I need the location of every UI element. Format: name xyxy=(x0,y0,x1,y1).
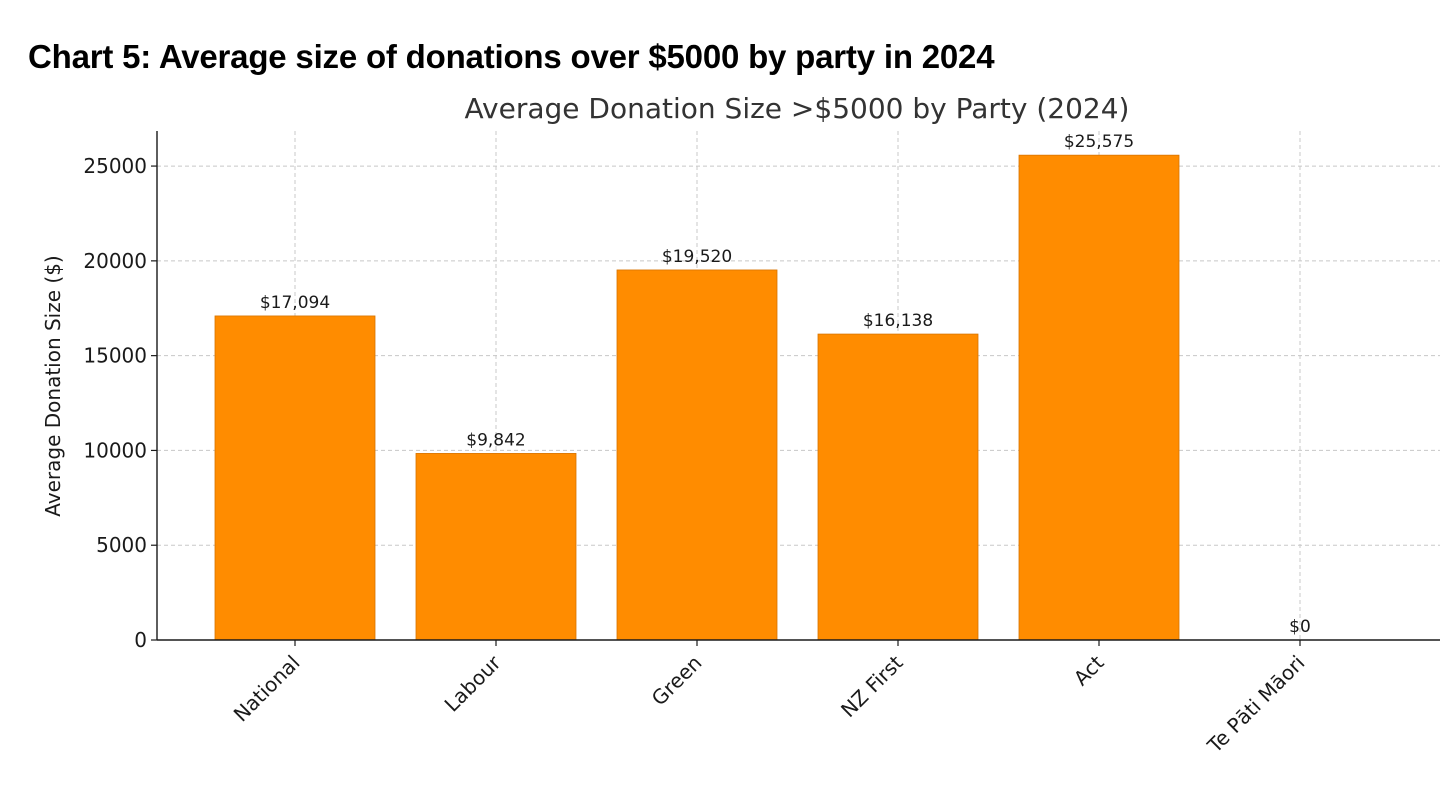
page-heading: Chart 5: Average size of donations over … xyxy=(28,38,995,75)
data-label: $16,138 xyxy=(863,311,933,331)
bar xyxy=(415,453,577,641)
y-tick-label: 10000 xyxy=(83,438,147,462)
x-tick-label: NZ First xyxy=(836,650,908,722)
y-tick-labels: 0 5000 10000 15000 20000 25000 xyxy=(83,154,147,652)
bar xyxy=(214,315,376,641)
y-tick-label: 5000 xyxy=(96,533,147,557)
y-tick-label: 15000 xyxy=(83,344,147,368)
chart-title: Average Donation Size >$5000 by Party (2… xyxy=(465,92,1130,125)
axes xyxy=(151,131,1440,646)
data-label: $19,520 xyxy=(662,247,732,267)
data-label: $25,575 xyxy=(1064,132,1134,152)
x-tick-label: Green xyxy=(647,651,707,711)
y-axis-title: Average Donation Size ($) xyxy=(41,255,65,516)
data-label: $9,842 xyxy=(466,430,525,450)
x-tick-label: Act xyxy=(1069,650,1109,690)
bar xyxy=(1018,154,1180,641)
bars xyxy=(214,154,1180,641)
y-tick-label: 0 xyxy=(134,628,147,652)
x-tick-labels: National Labour Green NZ First Act Te Pāti Mā… xyxy=(229,650,1310,758)
data-labels: $17,094 $9,842 $19,520 $16,138 $25,575 $0 xyxy=(260,132,1311,637)
x-tick-label: Te Pāti Māori xyxy=(1202,651,1310,759)
y-tick-label: 20000 xyxy=(83,249,147,273)
bar xyxy=(817,333,979,641)
x-tick-label: National xyxy=(229,651,305,727)
data-label: $17,094 xyxy=(260,293,330,313)
bar xyxy=(616,269,778,641)
y-tick-label: 25000 xyxy=(83,154,147,178)
x-tick-label: Labour xyxy=(440,650,506,716)
data-label: $0 xyxy=(1289,617,1311,637)
